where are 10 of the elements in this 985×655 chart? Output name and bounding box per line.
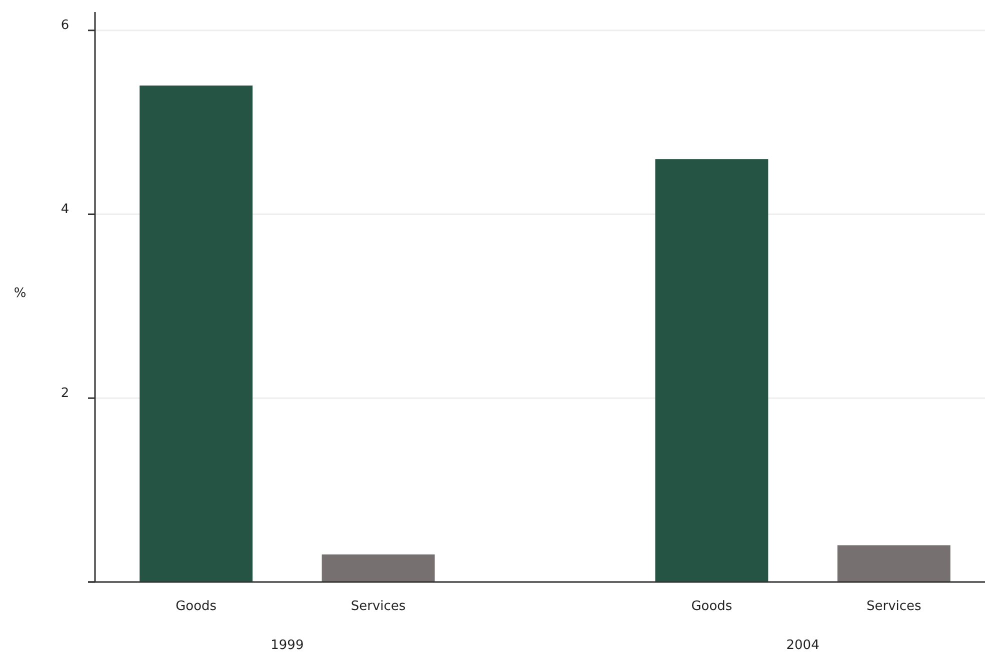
y-tick-label: 2 [60, 386, 70, 401]
y-tick-label: 6 [60, 18, 70, 34]
x-tick-label: Services [350, 599, 406, 614]
x-tick-label: Services [866, 599, 922, 614]
text: 1999 [270, 638, 304, 653]
y-tick-label: 4 [60, 202, 70, 217]
x-tick-label: Goods [176, 599, 217, 614]
text: 2004 [786, 638, 820, 653]
y-axis-title: % [14, 286, 26, 301]
x-tick-label: Goods [691, 599, 732, 614]
